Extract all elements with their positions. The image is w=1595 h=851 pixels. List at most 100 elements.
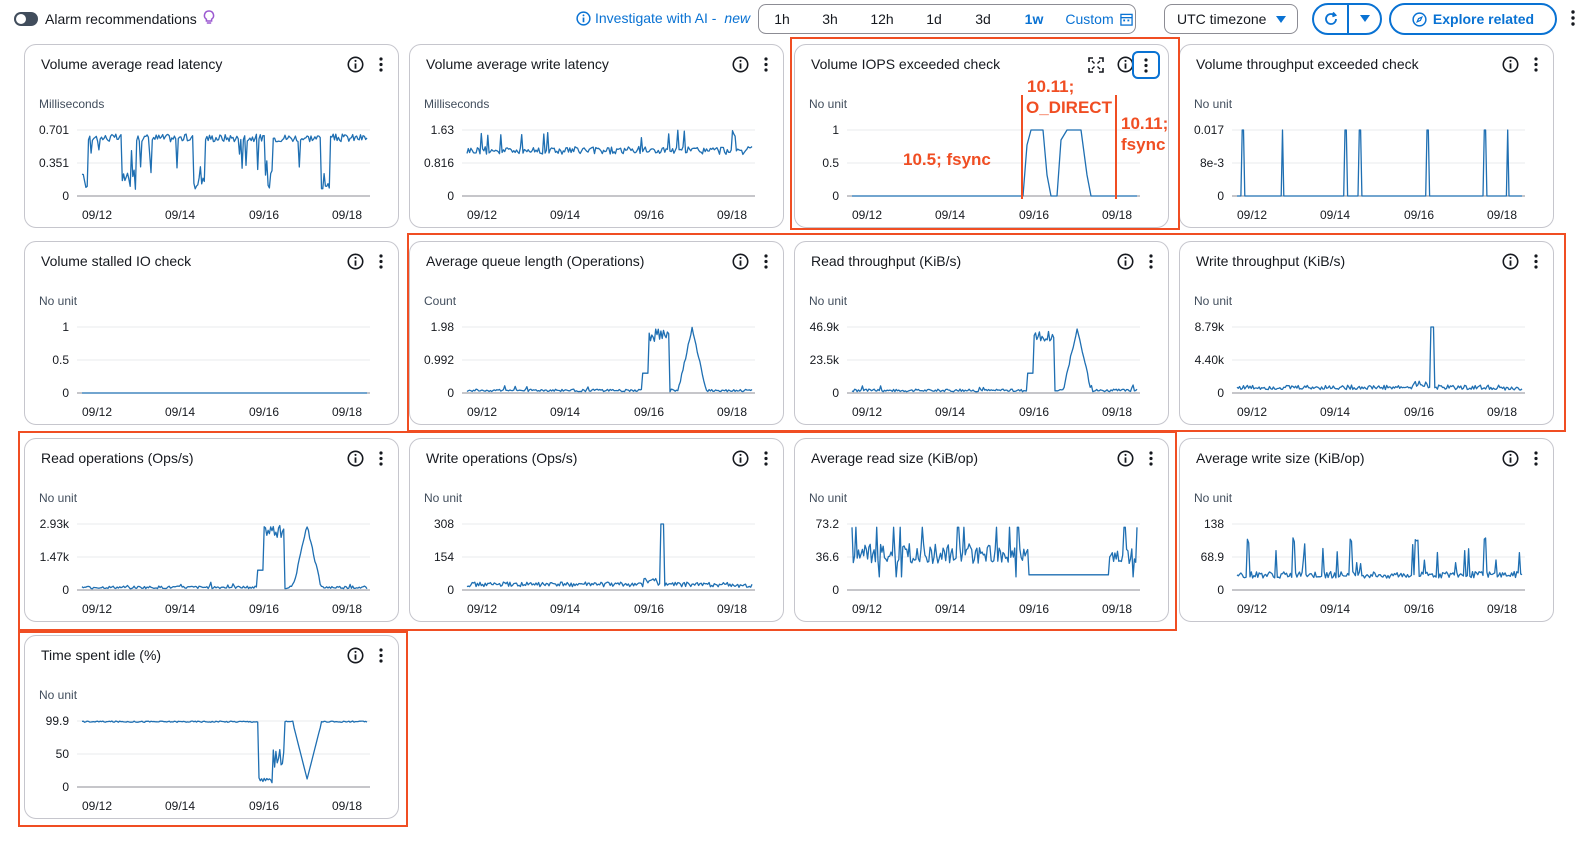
caret-down-icon bbox=[1276, 16, 1286, 23]
widget-actions-icon[interactable] bbox=[763, 450, 769, 467]
explore-related-button[interactable]: Explore related bbox=[1389, 3, 1557, 35]
info-icon[interactable] bbox=[347, 253, 364, 270]
range-custom[interactable]: Custom bbox=[1061, 11, 1137, 27]
y-tick-label: 308 bbox=[434, 517, 454, 531]
x-tick-label: 09/18 bbox=[332, 799, 362, 813]
y-tick-label: 99.9 bbox=[46, 714, 70, 728]
widget-actions-icon[interactable] bbox=[1533, 450, 1539, 467]
widget-line-chart: 308 154 0 09/12 09/14 09/16 09/18 bbox=[434, 517, 755, 616]
y-tick-label: 0.816 bbox=[424, 156, 454, 170]
x-tick-label: 09/18 bbox=[332, 208, 362, 222]
info-icon[interactable] bbox=[1502, 253, 1519, 270]
annotation-text-fsync-105: 10.5; fsync bbox=[903, 150, 991, 169]
info-icon[interactable] bbox=[732, 253, 749, 270]
y-tick-label: 0.5 bbox=[822, 156, 839, 170]
widget-title: Average write size (KiB/op) bbox=[1196, 450, 1365, 466]
info-icon[interactable] bbox=[732, 56, 749, 73]
y-tick-label: 1.47k bbox=[40, 550, 70, 564]
y-tick-label: 73.2 bbox=[816, 517, 840, 531]
y-tick-label: 0 bbox=[832, 189, 839, 203]
metric-widget: Average write size (KiB/op) No unit 138 68.… bbox=[1179, 438, 1554, 622]
info-icon[interactable] bbox=[1117, 253, 1134, 270]
series-line bbox=[851, 328, 1138, 393]
widget-title: Read operations (Ops/s) bbox=[41, 450, 194, 466]
investigate-with-ai-link[interactable]: Investigate with AI - new bbox=[576, 10, 750, 26]
refresh-button[interactable] bbox=[1314, 5, 1347, 33]
x-tick-label: 09/16 bbox=[634, 208, 664, 222]
widget-actions-icon[interactable] bbox=[1148, 253, 1154, 270]
x-tick-label: 09/12 bbox=[82, 208, 112, 222]
widget-title: Write throughput (KiB/s) bbox=[1196, 253, 1346, 269]
metric-widget: Volume stalled IO check No unit 1 0.5 0 09/12… bbox=[24, 241, 399, 425]
metric-widget: Average queue length (Operations) Count 1.… bbox=[409, 241, 784, 425]
x-tick-label: 09/12 bbox=[82, 799, 112, 813]
more-actions-icon[interactable] bbox=[1570, 9, 1576, 27]
widget-actions-icon[interactable] bbox=[1148, 450, 1154, 467]
y-tick-label: 0 bbox=[62, 189, 69, 203]
info-icon[interactable] bbox=[347, 450, 364, 467]
metric-widget: Write operations (Ops/s) No unit 308 154 0 09… bbox=[409, 438, 784, 622]
metric-widget: Read throughput (KiB/s) No unit 46.9k 23.5k… bbox=[794, 241, 1169, 425]
y-tick-label: 2.93k bbox=[40, 517, 70, 531]
refresh-options-button[interactable] bbox=[1347, 5, 1380, 33]
widget-line-chart: 99.9 50 0 09/12 09/14 09/16 09/18 bbox=[46, 714, 370, 813]
widget-line-chart: 0.701 0.351 0 09/12 09/14 09/16 09/18 bbox=[39, 123, 370, 222]
range-1w[interactable]: 1w bbox=[1024, 11, 1044, 27]
x-tick-label: 09/18 bbox=[1487, 405, 1517, 419]
range-12h[interactable]: 12h bbox=[870, 11, 894, 27]
widget-actions-icon[interactable] bbox=[378, 253, 384, 270]
widget-unit-label: No unit bbox=[39, 491, 78, 505]
x-tick-label: 09/14 bbox=[550, 405, 580, 419]
widget-actions-icon[interactable] bbox=[1132, 51, 1160, 79]
info-icon[interactable] bbox=[347, 56, 364, 73]
widget-unit-label: No unit bbox=[809, 491, 848, 505]
info-icon[interactable] bbox=[347, 647, 364, 664]
series-line bbox=[81, 720, 368, 784]
series-line bbox=[466, 326, 753, 393]
widget-unit-label: No unit bbox=[424, 491, 463, 505]
info-icon[interactable] bbox=[1502, 56, 1519, 73]
metric-widget: Write throughput (KiB/s) No unit 8.79k 4.40… bbox=[1179, 241, 1554, 425]
widget-actions-icon[interactable] bbox=[378, 647, 384, 664]
y-tick-label: 0 bbox=[1217, 583, 1224, 597]
annotation-text-fsync-1011-1: 10.11; bbox=[1121, 114, 1169, 133]
caret-down-icon bbox=[1359, 15, 1370, 22]
y-tick-label: 0 bbox=[62, 780, 69, 794]
metric-widget: Volume average read latency Milliseconds 0… bbox=[24, 44, 399, 228]
info-icon[interactable] bbox=[1502, 450, 1519, 467]
range-3d[interactable]: 3d bbox=[975, 11, 991, 27]
x-tick-label: 09/12 bbox=[1237, 208, 1267, 222]
y-tick-label: 0.351 bbox=[39, 156, 69, 170]
widget-actions-icon[interactable] bbox=[378, 56, 384, 73]
range-1h[interactable]: 1h bbox=[774, 11, 790, 27]
custom-label: Custom bbox=[1065, 11, 1114, 27]
widget-actions-icon[interactable] bbox=[378, 450, 384, 467]
timezone-select[interactable]: UTC timezone bbox=[1164, 4, 1298, 34]
widget-actions-icon[interactable] bbox=[1533, 56, 1539, 73]
widget-unit-label: No unit bbox=[809, 97, 848, 111]
y-tick-label: 36.6 bbox=[816, 550, 840, 564]
widget-actions-icon[interactable] bbox=[1533, 253, 1539, 270]
info-icon[interactable] bbox=[732, 450, 749, 467]
widget-line-chart: 73.2 36.6 0 09/12 09/14 09/16 09/18 bbox=[816, 517, 1140, 616]
widget-line-chart: 1.98 0.992 0 09/12 09/14 09/16 09/18 bbox=[424, 320, 755, 419]
y-tick-label: 154 bbox=[434, 550, 454, 564]
info-icon[interactable] bbox=[1117, 450, 1134, 467]
widget-unit-label: Count bbox=[424, 294, 457, 308]
widget-title: Read throughput (KiB/s) bbox=[811, 253, 962, 269]
series-line bbox=[1237, 129, 1522, 197]
widget-title: Volume throughput exceeded check bbox=[1196, 56, 1419, 72]
range-1d[interactable]: 1d bbox=[926, 11, 942, 27]
timezone-value: UTC timezone bbox=[1177, 11, 1267, 27]
widget-actions-icon[interactable] bbox=[763, 253, 769, 270]
time-range-selector: 1h 3h 12h 1d 3d 1w Custom bbox=[758, 4, 1136, 34]
widget-actions-icon[interactable] bbox=[763, 56, 769, 73]
widget-title: Volume average write latency bbox=[426, 56, 609, 72]
fullscreen-icon[interactable] bbox=[1088, 57, 1104, 73]
x-tick-label: 09/12 bbox=[852, 208, 882, 222]
range-3h[interactable]: 3h bbox=[822, 11, 838, 27]
toolbar: Alarm recommendations Investigate with A… bbox=[0, 0, 1595, 38]
x-tick-label: 09/12 bbox=[467, 208, 497, 222]
alarm-recommendations-toggle[interactable] bbox=[14, 12, 38, 26]
x-tick-label: 09/12 bbox=[852, 602, 882, 616]
